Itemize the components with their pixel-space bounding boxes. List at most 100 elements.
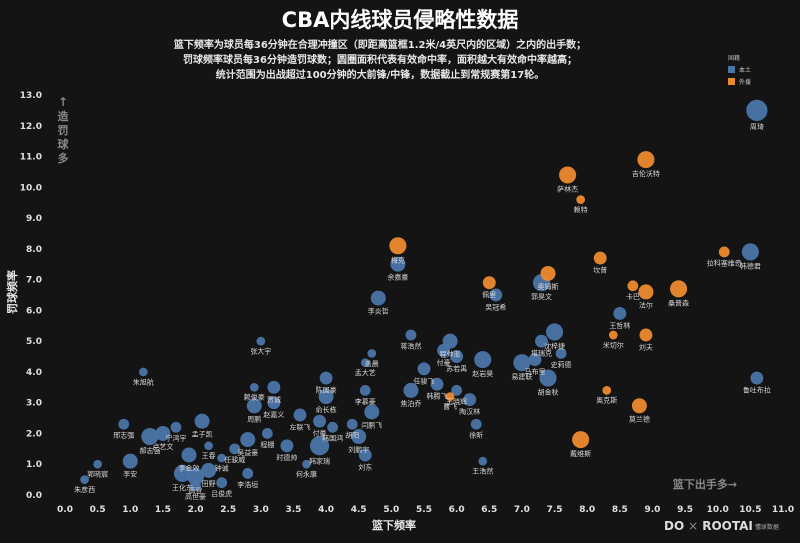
point-label-20: 郭昊文 [531,292,552,301]
y-tick-label-0: 0.0 [26,491,42,501]
data-point-54 [309,436,330,456]
point-label-30: 马布里 [524,367,545,376]
data-point-60 [293,408,307,422]
data-point-33 [474,351,492,369]
point-label-49: 韩国鸿 [322,434,343,443]
data-point-80 [138,367,148,377]
data-point-27 [405,329,417,341]
data-point-55 [302,459,311,469]
point-label-14: 奥克斯 [596,396,617,405]
point-label-73: 卢艺文 [152,442,173,451]
point-label-55: 何永康 [296,470,317,479]
point-label-21: 佩里 [482,290,496,299]
data-point-40 [403,382,419,398]
data-point-72 [170,421,182,433]
data-point-41 [430,377,444,391]
data-point-45 [318,389,334,405]
point-label-83: 朱彦西 [74,485,95,494]
y-arrow-annotation: ↑ [58,95,68,109]
data-point-65 [229,443,241,455]
point-label-82: 郭晓宸 [87,470,108,479]
legend-swatch-0 [728,66,735,73]
data-points [80,99,768,492]
point-label-65: 任骏威 [224,455,245,464]
y-tick-label-3: 3.0 [26,399,42,409]
point-label-46: 闫鹏飞 [361,420,382,429]
data-point-57 [256,336,266,346]
point-label-62: 周鹏 [247,414,261,423]
data-point-2 [718,246,730,258]
data-point-38 [319,371,333,385]
data-point-3 [637,151,655,169]
x-tick-label-2: 1.0 [122,505,138,515]
data-point-53 [358,448,372,462]
data-point-24 [545,323,564,341]
point-label-66: 钟诚 [215,463,229,472]
point-label-16: 戴维斯 [570,449,591,458]
point-label-36: 盖晨 [365,359,379,368]
subtitle-line-2: 罚球频率球员每36分钟造罚球数；圆圈面积代表有效命中率，面积越大有效命中率越高； [183,55,577,66]
point-label-2: 拉科塞维奇 [707,258,742,267]
data-point-43 [463,393,477,407]
point-label-81: 李安 [123,470,137,479]
point-label-44: 曹飞 [443,402,457,411]
point-label-58: 贾诚 [267,395,281,404]
point-label-3: 吉伦沃特 [632,169,660,178]
data-point-1 [741,243,759,261]
point-label-38: 陈国豪 [316,386,337,395]
point-label-10: 王哲林 [609,321,630,330]
x-tick-label-11: 5.5 [416,505,432,515]
data-point-37 [360,358,370,368]
y-tick-label-11: 11.0 [20,153,42,163]
y-annotation-char-1: 罚 [58,124,69,137]
data-point-83 [80,475,89,484]
point-label-4: 萨林杰 [557,185,578,194]
data-point-79 [118,418,130,430]
point-label-57: 张大宇 [250,347,271,356]
point-label-12: 刘夫 [639,342,653,351]
data-point-14 [602,386,612,395]
point-label-64: 吴益豪 [237,448,258,457]
point-label-40: 焦泊乔 [400,399,421,408]
data-point-67 [194,413,210,429]
point-label-19: 奥姆斯 [538,282,559,291]
point-label-11: 米切尔 [603,340,624,349]
data-point-25 [535,334,548,348]
data-point-64 [240,432,256,448]
data-point-44 [445,392,455,401]
y-tick-label-2: 2.0 [26,429,42,439]
x-tick-label-7: 3.5 [285,505,301,515]
point-label-70: 李浩垣 [237,480,258,489]
point-label-25: 塔瑞克 [531,349,552,358]
point-label-50: 付豪 [313,429,327,438]
data-point-7 [627,280,639,292]
x-tick-label-13: 6.5 [481,505,497,515]
x-tick-label-3: 1.5 [155,505,171,515]
data-point-76 [173,464,192,483]
point-label-68: 王春 [202,451,216,460]
x-tick-label-5: 2.5 [220,505,236,515]
point-label-77: 高登 [189,486,203,495]
data-point-62 [246,398,262,414]
data-point-48 [351,429,367,445]
x-tick-label-8: 4.0 [318,505,334,515]
legend-title: 国籍 [728,54,740,62]
data-point-49 [327,421,339,433]
point-label-79: 邢志强 [113,431,134,440]
subtitle-line-3: 统计范围为出战超过100分钟的大前锋/中锋，数据截止到常规赛第17轮。 [215,70,545,81]
data-point-11 [608,330,618,340]
point-label-61: 赵嘉义 [263,410,284,419]
data-point-32 [513,354,531,372]
point-label-23: 李炎哲 [368,307,389,316]
data-point-8 [670,280,688,298]
y-tick-label-12: 12.0 [20,122,42,132]
data-point-81 [122,453,138,469]
data-point-0 [746,99,768,122]
data-point-52 [478,456,488,466]
point-label-41: 韩腾飞 [427,392,448,401]
y-annotation-char-0: 造 [58,109,70,123]
point-label-76: 王化东 [172,483,193,492]
